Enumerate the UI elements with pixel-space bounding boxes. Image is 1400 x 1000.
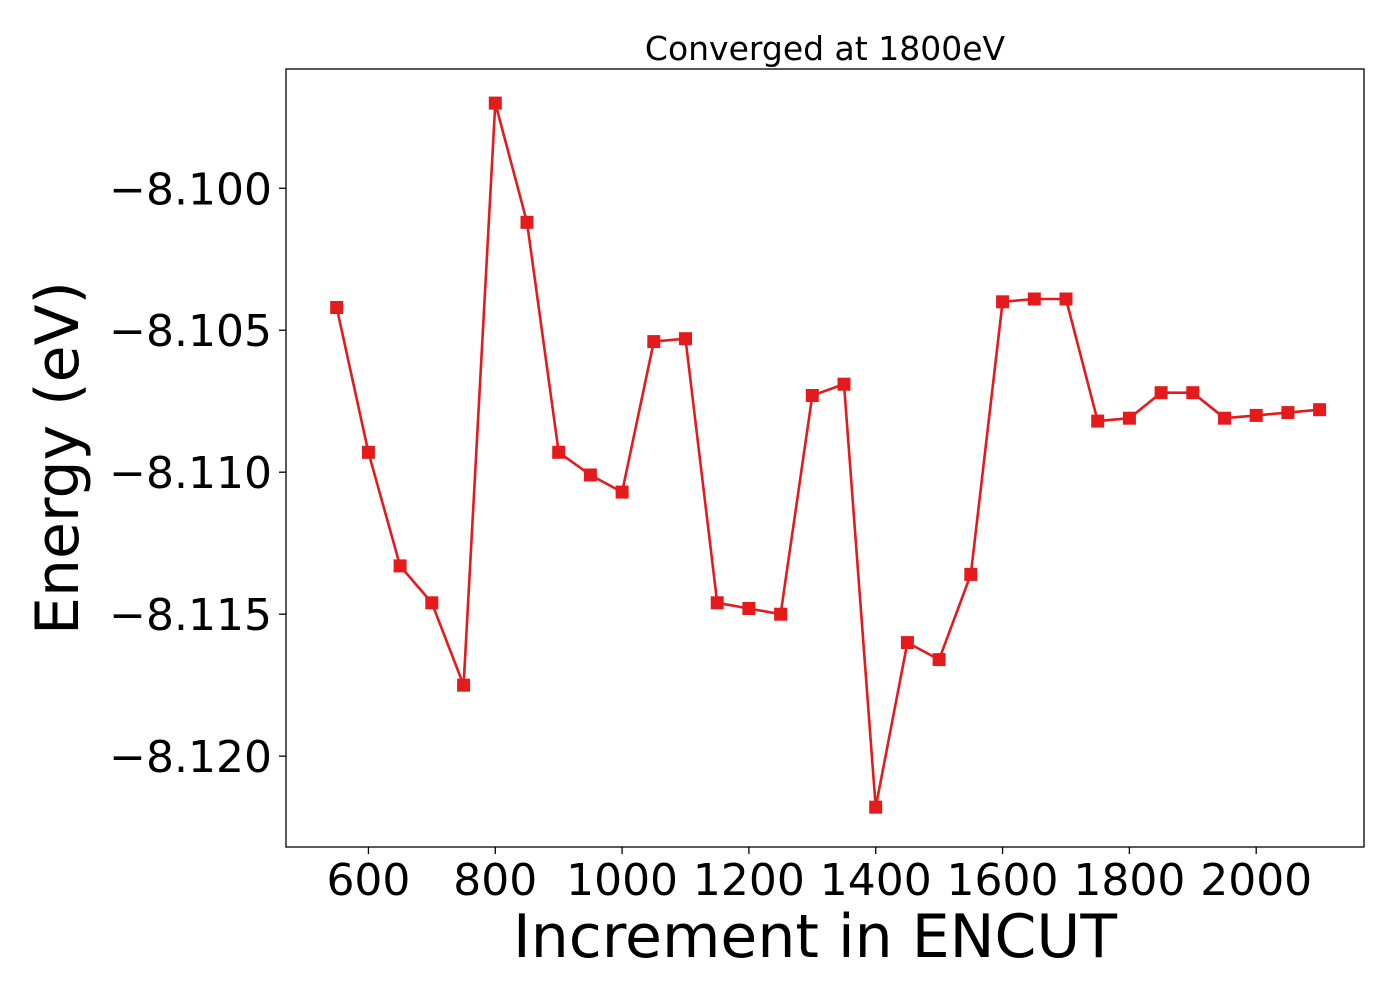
data-point-marker — [1027, 292, 1041, 306]
data-point-marker — [964, 567, 978, 581]
x-tick-label: 1200 — [693, 855, 805, 906]
data-point-marker — [520, 215, 534, 229]
data-point-marker — [900, 636, 914, 650]
data-point-marker — [742, 602, 756, 615]
data-point-marker — [805, 389, 819, 402]
y-tick-label: −8.100 — [109, 164, 272, 215]
data-point-marker — [1281, 406, 1295, 420]
data-point-marker — [361, 445, 375, 459]
data-point-marker — [330, 301, 344, 314]
x-axis-ticks: 600 800 1000 1200 1400 1600 1800 2000 — [326, 847, 1312, 906]
data-point-marker — [1313, 403, 1327, 417]
data-point-marker — [1059, 292, 1073, 306]
data-point-marker — [774, 607, 788, 621]
data-point-marker — [425, 596, 439, 610]
data-point-marker — [393, 559, 407, 573]
data-point-marker — [457, 678, 471, 692]
y-tick-label: −8.105 — [109, 306, 272, 357]
x-tick-label: 2000 — [1200, 855, 1312, 906]
data-point-marker — [710, 596, 724, 610]
y-tick-label: −8.120 — [109, 732, 272, 783]
data-point-marker — [1122, 411, 1136, 425]
data-point-marker — [488, 96, 502, 110]
plot-frame — [285, 68, 1365, 848]
data-point-marker — [996, 295, 1010, 309]
data-point-marker — [583, 468, 597, 482]
x-axis-label: Increment in ENCUT — [513, 902, 1117, 972]
y-tick-label: −8.115 — [109, 590, 272, 641]
plot-area — [285, 68, 1365, 848]
x-tick-label: 1400 — [820, 855, 932, 906]
data-point-marker — [1249, 408, 1263, 422]
data-point-marker — [1218, 411, 1231, 425]
x-tick-label: 1800 — [1073, 855, 1185, 906]
data-point-marker — [837, 377, 851, 391]
data-point-marker — [679, 332, 692, 346]
data-point-marker — [615, 485, 629, 499]
data-point-marker — [552, 445, 566, 459]
y-axis-label: Energy (eV) — [23, 281, 93, 635]
series-line — [335, 101, 1320, 809]
data-point-marker — [932, 653, 946, 667]
x-tick-label: 800 — [453, 855, 537, 906]
x-tick-label: 1600 — [947, 855, 1059, 906]
data-point-marker — [647, 335, 661, 349]
y-axis-ticks: −8.100 −8.105 −8.110 −8.115 −8.120 — [109, 164, 286, 783]
data-point-marker — [1154, 386, 1168, 400]
x-tick-label: 1000 — [566, 855, 678, 906]
y-tick-label: −8.110 — [109, 448, 272, 499]
x-tick-label: 600 — [326, 855, 410, 906]
data-point-marker — [1186, 386, 1200, 400]
chart-title: Converged at 1800eV — [645, 29, 1006, 68]
data-point-marker — [869, 800, 883, 814]
series-markers — [330, 96, 1327, 814]
data-point-marker — [1091, 414, 1105, 428]
